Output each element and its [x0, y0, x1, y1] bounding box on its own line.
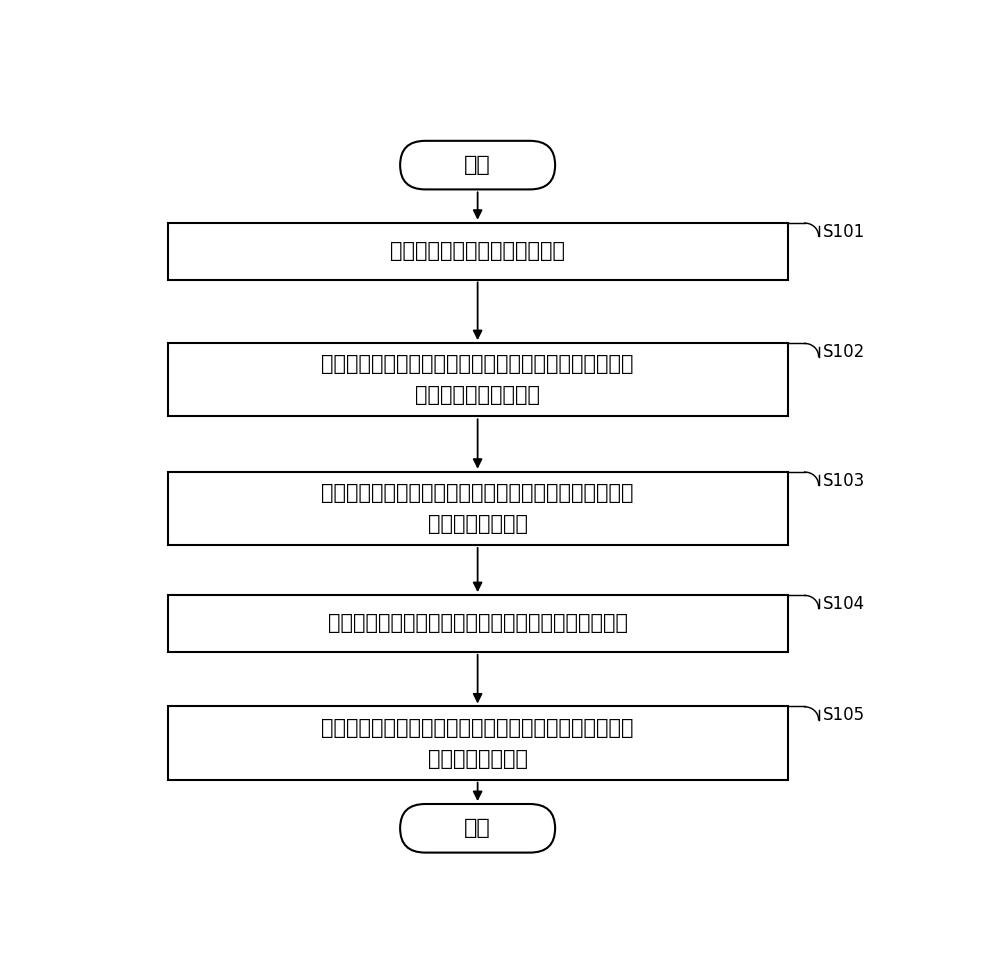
Text: 成第二投影数据。: 成第二投影数据。: [428, 514, 528, 534]
Text: S105: S105: [822, 707, 865, 724]
FancyBboxPatch shape: [168, 222, 788, 280]
Text: 而生成第一投影数据。: 而生成第一投影数据。: [415, 385, 540, 405]
Text: 对第一投影数据、第二投影数据进行双线性插值处理。: 对第一投影数据、第二投影数据进行双线性插值处理。: [328, 614, 628, 633]
Text: S101: S101: [822, 222, 865, 241]
Text: 依据预建立的全景变换模型对全景影像数据进行等距投影: 依据预建立的全景变换模型对全景影像数据进行等距投影: [321, 354, 634, 374]
FancyBboxPatch shape: [168, 472, 788, 545]
FancyBboxPatch shape: [168, 595, 788, 652]
Text: S103: S103: [822, 472, 865, 489]
FancyBboxPatch shape: [168, 343, 788, 417]
Text: 影数据进行配准。: 影数据进行配准。: [428, 749, 528, 769]
Text: S102: S102: [822, 343, 865, 361]
FancyBboxPatch shape: [400, 804, 555, 853]
Text: 获取全景影像数据及点云数据。: 获取全景影像数据及点云数据。: [390, 241, 565, 261]
FancyBboxPatch shape: [168, 707, 788, 780]
Text: 结束: 结束: [464, 819, 491, 838]
FancyBboxPatch shape: [400, 141, 555, 189]
Text: 基于预建立的互信息配准模型，对第一投影数据、第二投: 基于预建立的互信息配准模型，对第一投影数据、第二投: [321, 718, 634, 738]
Text: 开始: 开始: [464, 155, 491, 175]
Text: 依据预建立的点云变换模型对点云数据进行等距投影而生: 依据预建立的点云变换模型对点云数据进行等距投影而生: [321, 483, 634, 503]
Text: S104: S104: [822, 595, 865, 613]
